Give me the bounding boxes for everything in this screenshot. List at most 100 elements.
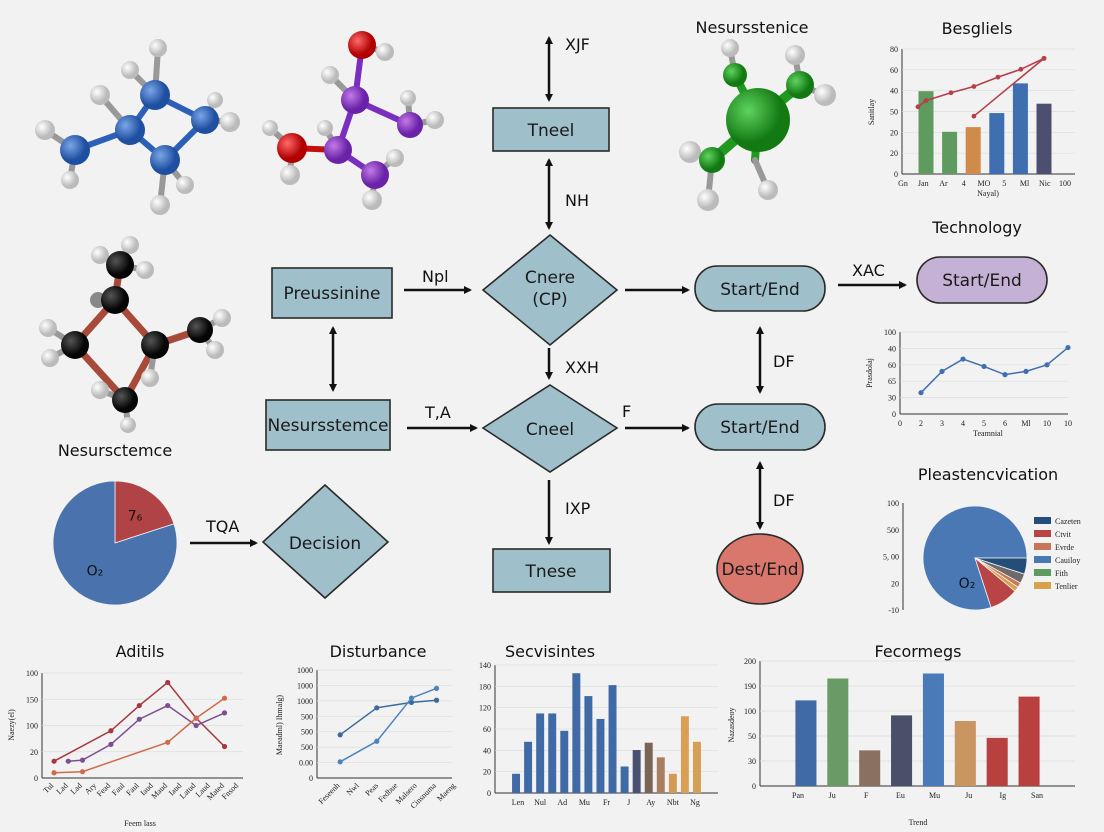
edge-label-xjf: XJF bbox=[565, 35, 590, 54]
x-tick-label: Gn bbox=[898, 179, 908, 188]
y-tick-label: 500 bbox=[301, 743, 313, 752]
legend-swatch bbox=[1034, 543, 1051, 550]
legend-label: Fith bbox=[1055, 569, 1068, 578]
node-cneel-decision[interactable]: Cneel bbox=[481, 384, 619, 473]
y-tick-label: 5, 00 bbox=[883, 553, 899, 562]
atom bbox=[41, 349, 59, 367]
y-tick-label: 80 bbox=[890, 45, 898, 54]
x-tick-label: F bbox=[864, 791, 869, 800]
x-tick-label: 4 bbox=[961, 419, 965, 428]
bar bbox=[608, 685, 617, 793]
node-start-end-technology[interactable]: Start/End bbox=[916, 256, 1048, 304]
x-tick-label: 100 bbox=[1059, 179, 1071, 188]
atom bbox=[213, 309, 231, 327]
bar bbox=[656, 757, 665, 793]
x-tick-label: 0 bbox=[898, 419, 902, 428]
line-point bbox=[108, 728, 114, 734]
line-point bbox=[374, 738, 380, 744]
x-tick-label: 4 bbox=[962, 179, 966, 188]
x-axis-label: Feem lass bbox=[124, 819, 156, 828]
line-point bbox=[374, 705, 380, 711]
bar bbox=[548, 713, 557, 793]
x-tick-label: 10 bbox=[1064, 419, 1072, 428]
bar bbox=[644, 742, 653, 793]
molecule-green bbox=[679, 39, 836, 211]
bar bbox=[918, 91, 934, 174]
flowchart-edges bbox=[190, 36, 907, 547]
edge-label-ixp: IXP bbox=[565, 499, 591, 518]
node-dest-end[interactable]: Dest/End bbox=[716, 533, 804, 605]
edge-label-xac: XAC bbox=[852, 261, 885, 280]
y-tick-label: 500 bbox=[301, 728, 313, 737]
pie-slice-0 bbox=[922, 505, 1028, 611]
x-tick-label: Nwl bbox=[345, 781, 362, 798]
bar bbox=[632, 750, 641, 793]
line-point bbox=[1041, 55, 1047, 61]
molecule-illustrations bbox=[35, 31, 836, 433]
y-tick-label: 0 bbox=[892, 410, 896, 419]
y-tick-label: 0 bbox=[309, 774, 313, 783]
bar bbox=[859, 750, 881, 786]
y-tick-label: 0 bbox=[752, 782, 756, 791]
atom bbox=[723, 63, 747, 87]
atom bbox=[61, 171, 79, 189]
node-start-end-1[interactable]: Start/End bbox=[694, 265, 826, 312]
node-start-end-technology-label: Start/End bbox=[942, 271, 1022, 291]
node-start-end-2[interactable]: Start/End bbox=[694, 403, 826, 451]
atom bbox=[140, 80, 170, 110]
atom bbox=[262, 120, 278, 136]
x-tick-label: Ju bbox=[829, 791, 836, 800]
molecule-title: Nesursstenice bbox=[696, 18, 809, 37]
x-tick-label: Faul bbox=[124, 781, 141, 798]
line-series-0 bbox=[339, 699, 437, 736]
line-point bbox=[165, 679, 171, 686]
atom bbox=[386, 149, 404, 167]
bar bbox=[1012, 83, 1028, 174]
atom bbox=[91, 246, 109, 264]
y-tick-label: 40 bbox=[888, 344, 896, 353]
node-nesursstemce-label: Nesursstemce bbox=[267, 416, 388, 436]
node-decision[interactable]: Decision bbox=[261, 483, 390, 600]
node-nesursstemce[interactable]: Nesursstemce bbox=[265, 399, 391, 451]
x-tick-label: Tul bbox=[41, 781, 56, 796]
y-tick-label: 1000 bbox=[297, 666, 313, 675]
line-point bbox=[1023, 368, 1029, 374]
line-point bbox=[136, 716, 142, 722]
x-tick-label: Len bbox=[512, 798, 524, 807]
chart-nesursctemce: Nesursctemce 7₆ O₂ bbox=[52, 441, 178, 606]
atom bbox=[60, 135, 90, 165]
x-tick-label: J bbox=[627, 798, 630, 807]
line-point bbox=[971, 84, 977, 89]
x-tick-label: Faul bbox=[110, 781, 127, 798]
line-point bbox=[433, 685, 440, 691]
x-axis-label: Trend bbox=[909, 818, 928, 827]
node-preussinine[interactable]: Preussinine bbox=[271, 267, 393, 319]
edge-label-f: F bbox=[622, 402, 631, 421]
line-point bbox=[165, 702, 171, 709]
bar bbox=[524, 741, 533, 793]
atom bbox=[697, 189, 719, 211]
line-point bbox=[51, 758, 57, 764]
y-tick-label: 0 bbox=[34, 774, 38, 783]
y-axis-label: Prasdolaj bbox=[865, 358, 874, 388]
bar bbox=[1018, 696, 1040, 786]
y-tick-label: 60 bbox=[483, 725, 491, 734]
y-axis-label: Sanitlay bbox=[867, 99, 876, 125]
x-tick-label: Ar bbox=[939, 179, 948, 188]
y-tick-label: 190 bbox=[744, 682, 756, 691]
bar bbox=[692, 741, 701, 793]
node-tnese[interactable]: Tnese bbox=[492, 548, 611, 593]
bar bbox=[965, 127, 981, 174]
legend-label: Ctvit bbox=[1055, 530, 1072, 539]
node-tneel[interactable]: Tneel bbox=[492, 107, 610, 152]
y-tick-label: 0 bbox=[487, 789, 491, 798]
pie-slice-0 bbox=[52, 480, 178, 606]
node-tneel-label: Tneel bbox=[527, 121, 575, 141]
bar bbox=[795, 700, 817, 786]
node-cnere-decision[interactable]: Cnere (CP) bbox=[481, 233, 619, 347]
y-tick-label: 20 bbox=[30, 748, 38, 757]
x-tick-label: 2 bbox=[919, 419, 923, 428]
x-tick-label: Ig bbox=[1000, 791, 1007, 800]
atom bbox=[277, 133, 307, 163]
